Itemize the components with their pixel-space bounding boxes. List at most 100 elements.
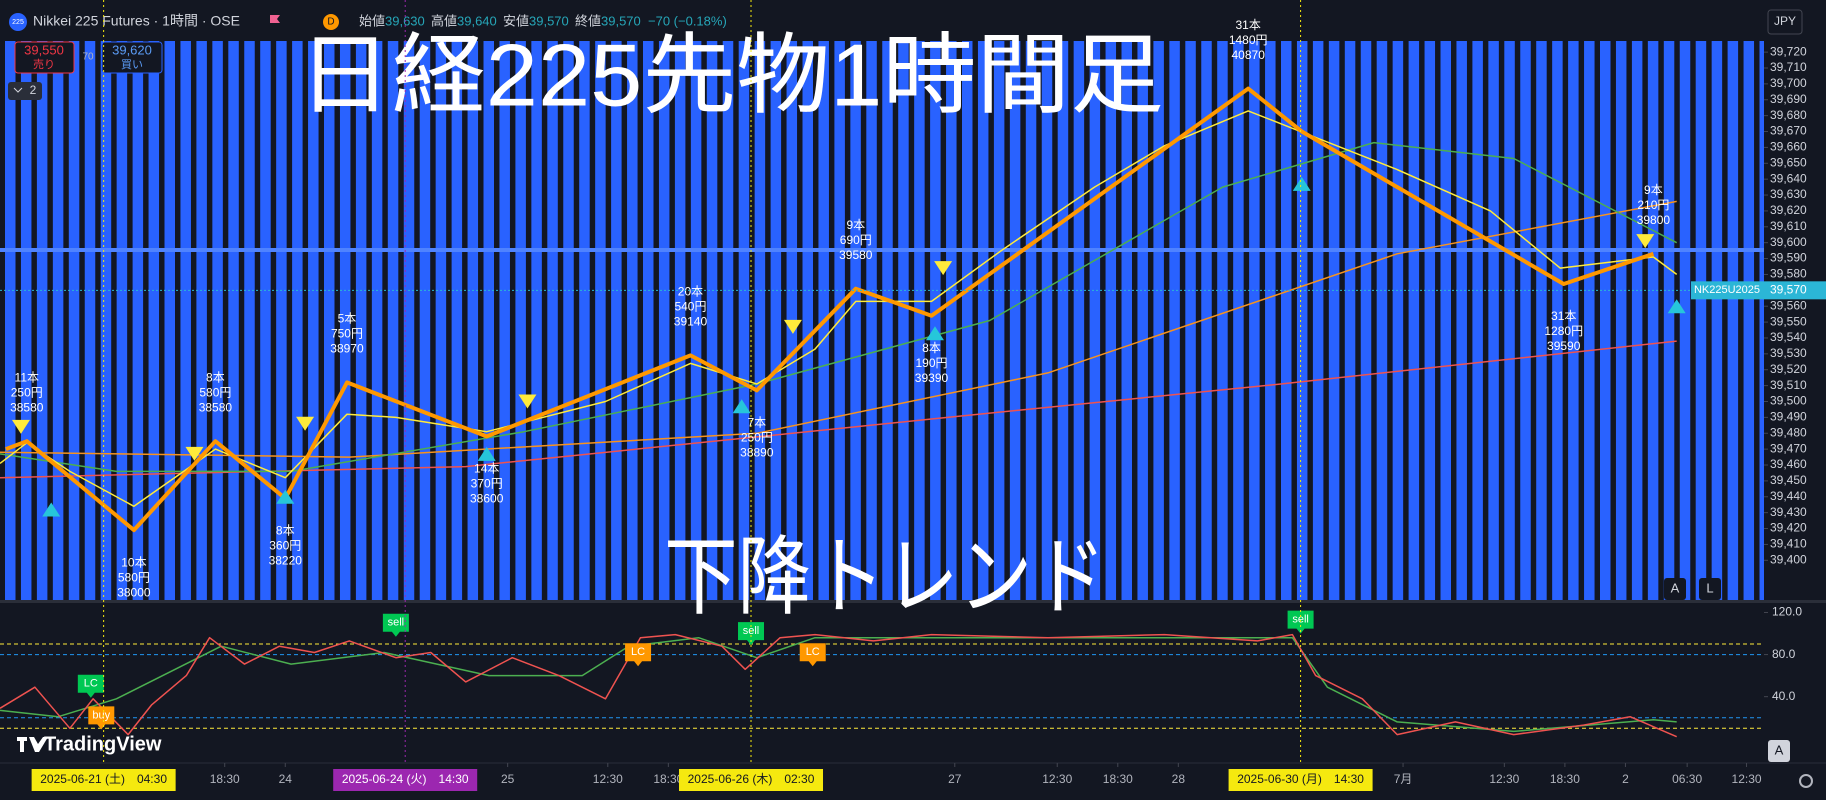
stripe (1328, 41, 1340, 600)
stripe (164, 41, 175, 600)
currency-box[interactable] (1767, 9, 1803, 35)
stripe (1265, 41, 1276, 600)
stripe (611, 41, 622, 600)
signal-tag-box (799, 643, 826, 667)
signal-marker (732, 399, 751, 414)
stripe (467, 41, 479, 600)
zigzag-label: 39800 (1637, 213, 1671, 227)
crosshair-label: 2025-06-24 (火) 14:30 (342, 772, 469, 786)
y-tick-label: 39,430 (1770, 505, 1807, 519)
stripe (850, 41, 861, 600)
stripe (324, 41, 335, 600)
stripe (483, 41, 494, 600)
y-tick-label: 39,580 (1770, 267, 1807, 281)
y-tick-label: 39,670 (1770, 124, 1807, 138)
stripe (1025, 41, 1037, 600)
stripe (132, 41, 144, 600)
buy-button-box[interactable] (101, 41, 163, 74)
buy-label[interactable]: 買い (121, 58, 143, 71)
zigzag-label: 250円 (741, 431, 773, 445)
signal-tag-box (625, 643, 652, 667)
stripe (1376, 41, 1388, 600)
stripe (977, 41, 989, 600)
auto-button[interactable]: A (1671, 580, 1680, 595)
zigzag-label: 38970 (330, 342, 364, 356)
signal-tag-label: LC (631, 646, 645, 658)
stripe (690, 41, 702, 600)
y-tick-label: 39,500 (1770, 394, 1807, 408)
stripe (898, 41, 909, 600)
signal-tag-label: sell (1292, 613, 1309, 625)
stripe (1233, 41, 1244, 600)
crosshair-label: 2025-06-21 (土) 04:30 (40, 772, 167, 786)
stripe (515, 41, 526, 600)
indicator-count[interactable]: 2 (30, 83, 37, 97)
button-bg[interactable] (1768, 740, 1790, 762)
sell-label[interactable]: 売り (33, 58, 55, 71)
stripe (1488, 41, 1499, 600)
zigzag-label: 39390 (915, 371, 949, 385)
settings-icon[interactable] (1799, 774, 1813, 788)
zigzag-label: 38580 (199, 400, 233, 414)
stripe (1520, 41, 1531, 600)
sell-price[interactable]: 39,550 (24, 42, 64, 57)
stripe (1009, 41, 1021, 600)
stripe (882, 41, 893, 600)
x-tick-label: 06:30 (1672, 772, 1702, 786)
stripe (1296, 41, 1308, 600)
buy-button[interactable]: 39,620 買い (101, 41, 163, 74)
x-tick-label: 25 (501, 772, 515, 786)
signal-marker (296, 416, 315, 431)
stripe (1408, 41, 1420, 600)
zigzag-label: 11本 (15, 370, 39, 384)
y-tick-label: 39,470 (1770, 441, 1807, 455)
buy-price[interactable]: 39,620 (112, 42, 152, 57)
stripe (1121, 41, 1132, 600)
ohlc-label: 高値 (431, 13, 457, 28)
log-button[interactable]: L (1706, 580, 1713, 595)
button-bg[interactable] (1664, 578, 1686, 600)
zigzag-label: 20本 (678, 285, 703, 299)
stripe (387, 41, 399, 600)
price-tag-bg (1764, 281, 1826, 300)
y-tick-label: 39,710 (1770, 60, 1807, 74)
ohlc-label: 終値 (575, 13, 601, 28)
zigzag-label: 38000 (117, 585, 151, 599)
x-tick-label: 18:30 (653, 772, 683, 786)
logo[interactable]: TradingView (44, 733, 162, 755)
zigzag-label: 580円 (118, 570, 150, 584)
stripe (1217, 41, 1228, 600)
stripe (292, 41, 303, 600)
ohlc-change: −70 (−0.18%) (648, 13, 727, 28)
stripe (1201, 41, 1212, 600)
y-tick-label: 39,530 (1770, 346, 1807, 360)
signal-tag-box (88, 706, 115, 730)
currency[interactable]: JPY (1774, 14, 1796, 28)
stripe (1743, 41, 1755, 600)
zigzag-label: 190円 (915, 356, 947, 370)
stripe (435, 41, 447, 600)
sell-button[interactable]: 39,550 売り (14, 41, 75, 74)
y-tick-label: 39,540 (1770, 330, 1807, 344)
button-bg[interactable] (1699, 578, 1721, 600)
stripe (1536, 41, 1547, 600)
zigzag-label: 370円 (471, 477, 503, 491)
sell-button-box[interactable] (14, 41, 75, 74)
osc-auto-button[interactable]: A (1775, 742, 1784, 757)
crosshair-label-bg (1228, 769, 1373, 791)
zigzag-label: 10本 (121, 555, 146, 569)
ohlc-value: 39,640 (457, 13, 497, 28)
indicator-toggle[interactable] (8, 82, 42, 100)
badge-bg (323, 14, 339, 30)
zigzag-label: 750円 (331, 327, 363, 341)
stripe (339, 41, 351, 600)
zigzag-label: 250円 (11, 385, 43, 399)
y-tick-label: 80.0 (1772, 647, 1796, 661)
stripe (1073, 41, 1085, 600)
stripe (1153, 41, 1164, 600)
zigzag-label: 31本 (1236, 18, 1261, 32)
stripe (738, 41, 750, 600)
stripe (722, 41, 734, 600)
signal-marker (934, 261, 953, 276)
